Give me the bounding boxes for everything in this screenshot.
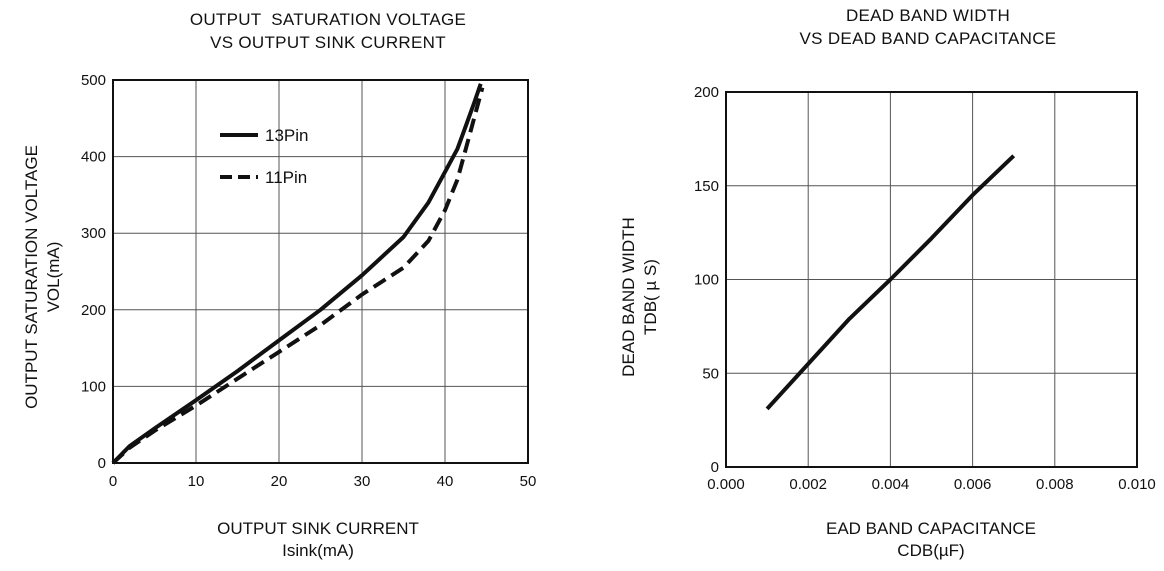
chart1-y-tick-label: 500 — [81, 72, 106, 89]
chart1-x-tick-label: 20 — [271, 473, 288, 490]
chart2-y-tick-label: 150 — [694, 178, 719, 195]
chart1-x-tick-label: 10 — [188, 473, 205, 490]
chart2-y-tick-label: 200 — [694, 84, 719, 101]
chart2-x-tick-label: 0.004 — [872, 476, 910, 493]
chart2-y-tick-label: 100 — [694, 272, 719, 289]
chart2-x-tick-label: 0.008 — [1036, 476, 1074, 493]
chart2-series-line-1 — [765, 154, 1016, 411]
chart1-xlabel-line1: OUTPUT SINK CURRENT — [217, 519, 419, 538]
chart2-title-line1: DEAD BAND WIDTH — [845, 6, 1011, 25]
chart1-title-line2: VS OUTPUT SINK CURRENT — [210, 33, 446, 52]
chart1-x-axis-label: OUTPUT SINK CURRENT Isink(mA) — [118, 518, 518, 562]
chart1-y-tick-label: 300 — [81, 225, 106, 242]
chart1-title-line1: OUTPUT SATURATION VOLTAGE — [189, 10, 467, 29]
chart2-title-line2: VS DEAD BAND CAPACITANCE — [799, 29, 1057, 48]
chart2-frame — [725, 91, 1138, 468]
chart2-x-tick-label: 0.010 — [1118, 476, 1156, 493]
chart1-y-tick-label: 400 — [81, 149, 106, 166]
chart2-plot: 0.000 0.002 0.004 0.006 0.008 0.010 0 50 100 150 2… — [694, 84, 1156, 493]
chart2-x-tick-label: 0.000 — [707, 476, 745, 493]
chart1-legend-label: 11Pin — [265, 168, 307, 187]
chart2-y-tick-label: 0 — [711, 459, 719, 476]
chart1-x-tick-label: 40 — [437, 473, 454, 490]
chart1-x-tick-label: 50 — [520, 473, 537, 490]
chart1-frame — [112, 79, 529, 464]
chart2-x-tick-label: 0.006 — [954, 476, 992, 493]
chart1-x-tick-label: 30 — [354, 473, 371, 490]
chart1-x-tick-label: 0 — [109, 473, 117, 490]
chart1-series-line-11pin — [111, 87, 485, 465]
chart2-y-tick-label: 50 — [702, 365, 719, 382]
chart1-series-line-13pin — [111, 83, 483, 465]
chart1-y-tick-label: 200 — [81, 302, 106, 319]
chart2-xlabel-line1: EAD BAND CAPACITANCE — [825, 519, 1037, 538]
chart1-y-tick-label: 0 — [98, 455, 106, 472]
chart2-title: DEAD BAND WIDTH VS DEAD BAND CAPACITANCE — [728, 4, 1128, 50]
chart2-x-tick-label: 0.002 — [789, 476, 827, 493]
chart2-x-axis-label: EAD BAND CAPACITANCE CDB(µF) — [731, 518, 1131, 562]
chart1-xlabel-line2: Isink(mA) — [282, 541, 354, 560]
chart2-xlabel-line2: CDB(µF) — [897, 541, 965, 560]
chart1-title: OUTPUT SATURATION VOLTAGE VS OUTPUT SINK… — [128, 8, 528, 54]
chart1-y-tick-label: 100 — [81, 378, 106, 395]
chart1-legend-label: 13Pin — [265, 126, 308, 145]
